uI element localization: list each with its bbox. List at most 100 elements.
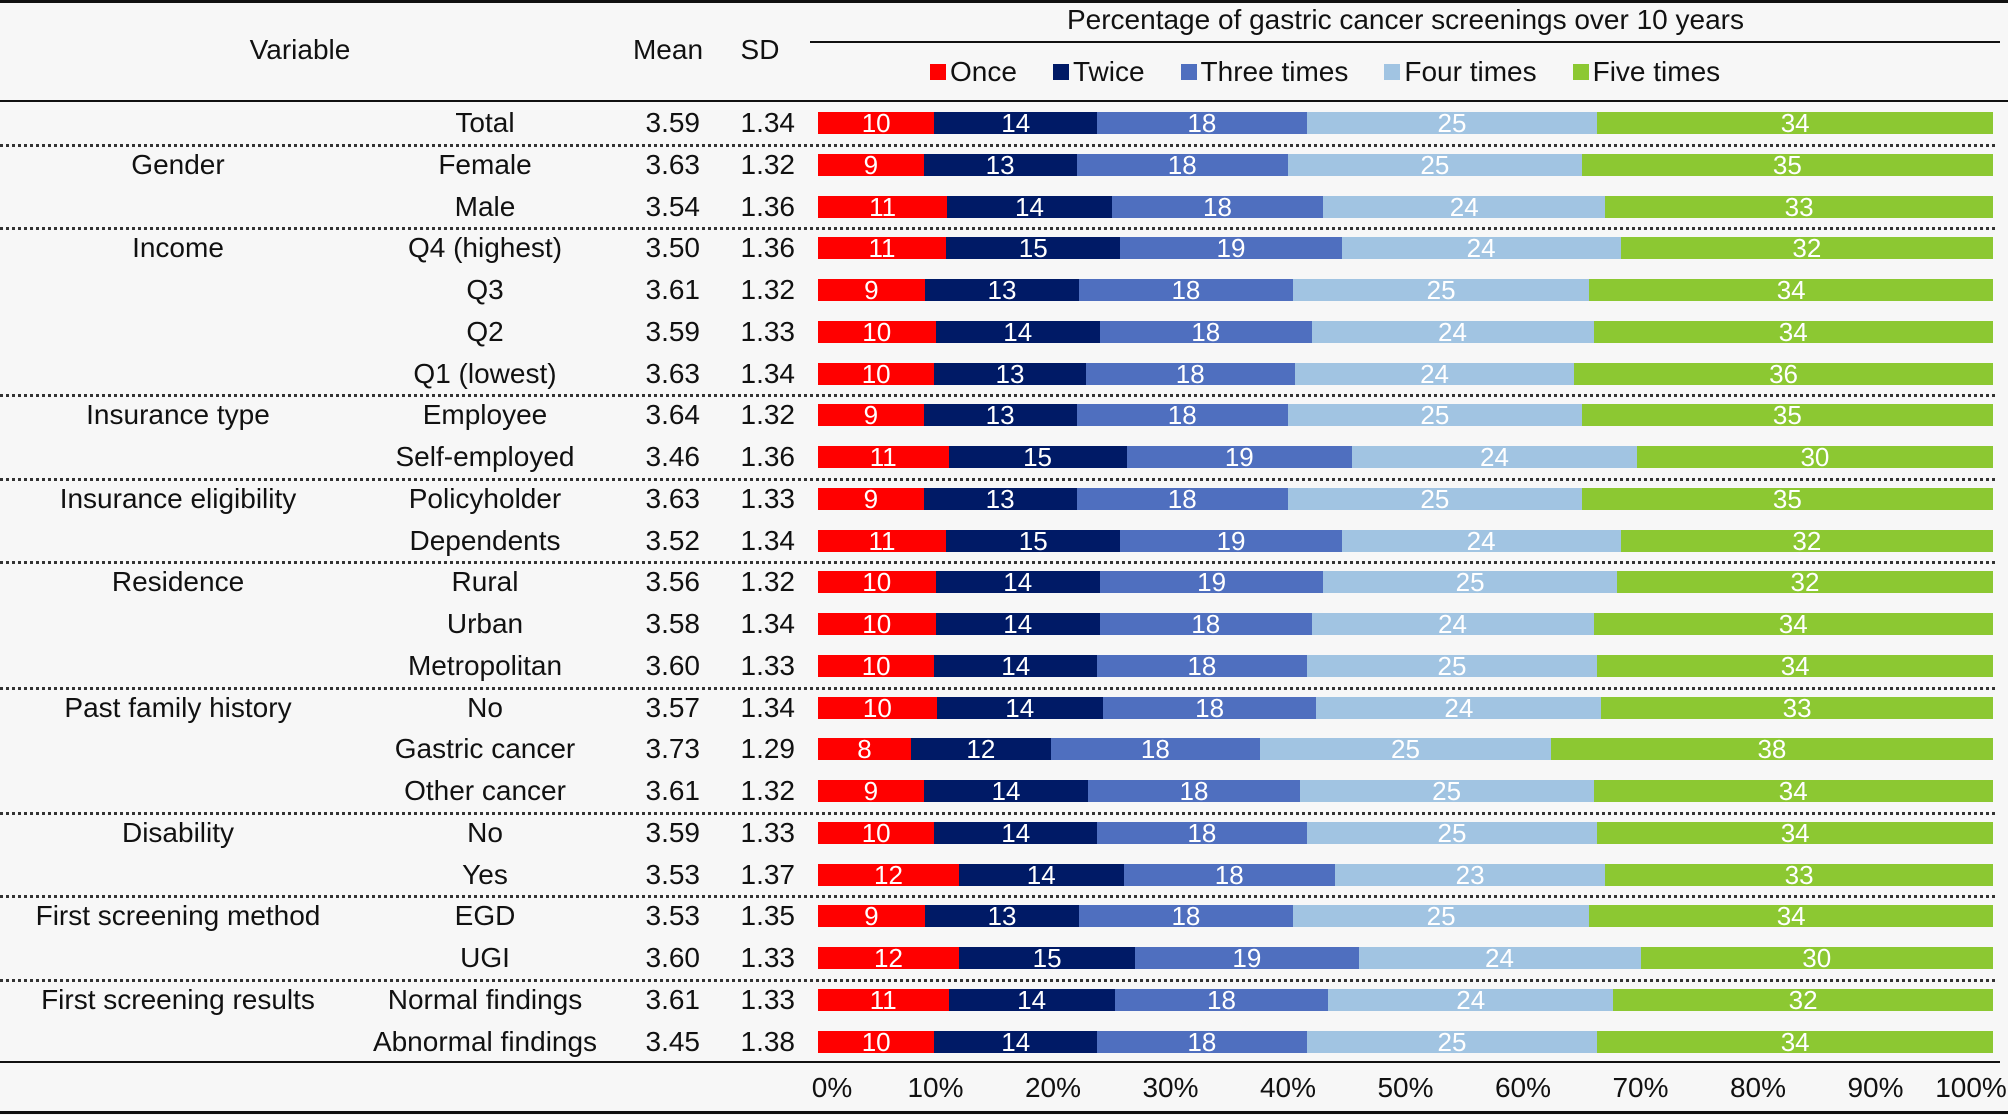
row-sd: 1.32 [740, 399, 796, 431]
bar-segment-five-times: 32 [1613, 987, 1993, 1013]
bar-segment-three-times: 18 [1097, 820, 1307, 846]
row-mean: 3.59 [645, 816, 701, 848]
group-label: First screening results [41, 983, 315, 1015]
bar-segment-once: 9 [818, 277, 925, 303]
bar-segment-five-times: 34 [1593, 778, 1993, 804]
legend-swatch [1384, 64, 1401, 80]
bar-segment-once: 10 [818, 110, 935, 136]
bar-segment-once: 11 [818, 987, 949, 1013]
bar-segment-twice: 15 [945, 235, 1121, 261]
bar-segment-four-times: 25 [1292, 903, 1590, 929]
bar-segment-five-times: 34 [1589, 277, 1993, 303]
row-mean: 3.58 [645, 608, 701, 639]
bar-segment-three-times: 18 [1097, 1029, 1307, 1055]
x-tick-label: 20% [1024, 1072, 1082, 1103]
stacked-bar: 10 14 18 25 34 [818, 110, 1993, 136]
bar-segment-five-times: 35 [1581, 152, 1993, 178]
x-tick-label: 70% [1612, 1072, 1669, 1103]
row-label: Q3 [466, 274, 504, 305]
x-tick-label: 30% [1142, 1072, 1199, 1103]
row-label: Yes [462, 858, 508, 890]
bar-segment-four-times: 25 [1288, 152, 1582, 178]
bar-segment-five-times: 35 [1581, 486, 1993, 512]
group-separator [0, 811, 1995, 815]
table-bottom-rule [0, 1061, 2000, 1063]
legend: Once Twice Three times Four times Five times [930, 56, 1720, 88]
group-label: Past family history [64, 691, 292, 723]
bar-segment-twice: 13 [923, 402, 1077, 428]
bar-segment-three-times: 18 [1100, 319, 1312, 345]
bar-segment-five-times: 38 [1550, 736, 1993, 762]
row-sd: 1.36 [740, 441, 796, 472]
legend-label: Twice [1072, 56, 1145, 87]
bar-segment-twice: 15 [948, 444, 1127, 470]
bar-segment-three-times: 18 [1111, 194, 1324, 220]
group-separator [0, 561, 1995, 565]
bar-segment-three-times: 18 [1097, 653, 1307, 679]
row-mean: 3.54 [645, 190, 701, 222]
stacked-bar: 9 13 18 25 35 [818, 486, 1993, 512]
row-sd: 1.33 [740, 942, 796, 973]
bar-segment-five-times: 34 [1597, 653, 1993, 679]
legend-swatch [1180, 64, 1197, 80]
group-separator [0, 143, 1995, 147]
bar-segment-four-times: 25 [1288, 402, 1582, 428]
stacked-bar: 9 13 18 25 34 [818, 903, 1993, 929]
row-label: Self-employed [395, 441, 575, 472]
bar-segment-four-times: 25 [1299, 778, 1594, 804]
bar-segment-three-times: 18 [1097, 110, 1307, 136]
bar-segment-four-times: 25 [1306, 653, 1598, 679]
bar-segment-five-times: 34 [1597, 820, 1993, 846]
group-separator [0, 686, 1995, 690]
chart-title: Percentage of gastric cancer screenings … [1066, 4, 1745, 35]
bar-segment-five-times: 32 [1617, 569, 1993, 595]
bar-segment-four-times: 24 [1328, 987, 1614, 1013]
bar-segment-twice: 13 [923, 486, 1077, 512]
bar-segment-five-times: 32 [1620, 528, 1993, 554]
bar-segment-three-times: 19 [1120, 235, 1342, 261]
group-label: Income [132, 232, 224, 264]
stacked-bar: 11 15 19 24 32 [818, 235, 1993, 261]
bar-segment-three-times: 18 [1085, 361, 1295, 387]
bar-segment-twice: 14 [935, 569, 1100, 595]
bar-segment-once: 10 [818, 653, 935, 679]
bar-segment-five-times: 34 [1597, 110, 1993, 136]
stacked-bar: 10 14 18 25 34 [818, 653, 1993, 679]
bar-segment-twice: 15 [945, 528, 1121, 554]
bar-segment-once: 11 [818, 235, 946, 261]
bar-segment-four-times: 25 [1306, 1029, 1598, 1055]
row-label: Rural [451, 566, 519, 598]
bar-segment-once: 11 [818, 194, 948, 220]
row-label: Dependents [409, 524, 561, 556]
row-sd: 1.32 [740, 274, 796, 305]
bar-segment-four-times: 25 [1260, 736, 1551, 762]
row-mean: 3.56 [645, 566, 701, 598]
bar-segment-once: 11 [818, 528, 946, 554]
legend-label: Five times [1592, 56, 1721, 87]
bar-segment-once: 10 [818, 319, 936, 345]
row-label: Female [438, 148, 532, 180]
stacked-bar: 10 14 18 24 34 [818, 611, 1993, 637]
stacked-bar: 9 13 18 25 34 [818, 277, 1993, 303]
legend-item: Three times [1180, 56, 1348, 88]
bottom-border [0, 1111, 2008, 1114]
bar-segment-five-times: 34 [1597, 1029, 1993, 1055]
stacked-bar: 10 13 18 24 36 [818, 361, 1993, 387]
row-sd: 1.32 [740, 148, 796, 180]
group-label: Gender [131, 148, 225, 180]
row-label: Total [455, 107, 515, 138]
legend-item: Four times [1384, 56, 1537, 88]
row-sd: 1.32 [740, 566, 796, 598]
row-sd: 1.29 [740, 733, 796, 765]
row-sd: 1.33 [740, 315, 796, 347]
bar-segment-once: 9 [818, 402, 924, 428]
bar-segment-five-times: 33 [1605, 194, 1993, 220]
stacked-bar: 12 15 19 24 30 [818, 945, 1993, 971]
bar-segment-once: 9 [818, 903, 925, 929]
top-border [0, 0, 2008, 3]
row-sd: 1.34 [740, 524, 796, 556]
bar-segment-three-times: 18 [1076, 402, 1288, 428]
row-mean: 3.53 [645, 900, 701, 932]
bar-segment-twice: 14 [948, 987, 1115, 1013]
row-label: Metropolitan [407, 649, 563, 681]
